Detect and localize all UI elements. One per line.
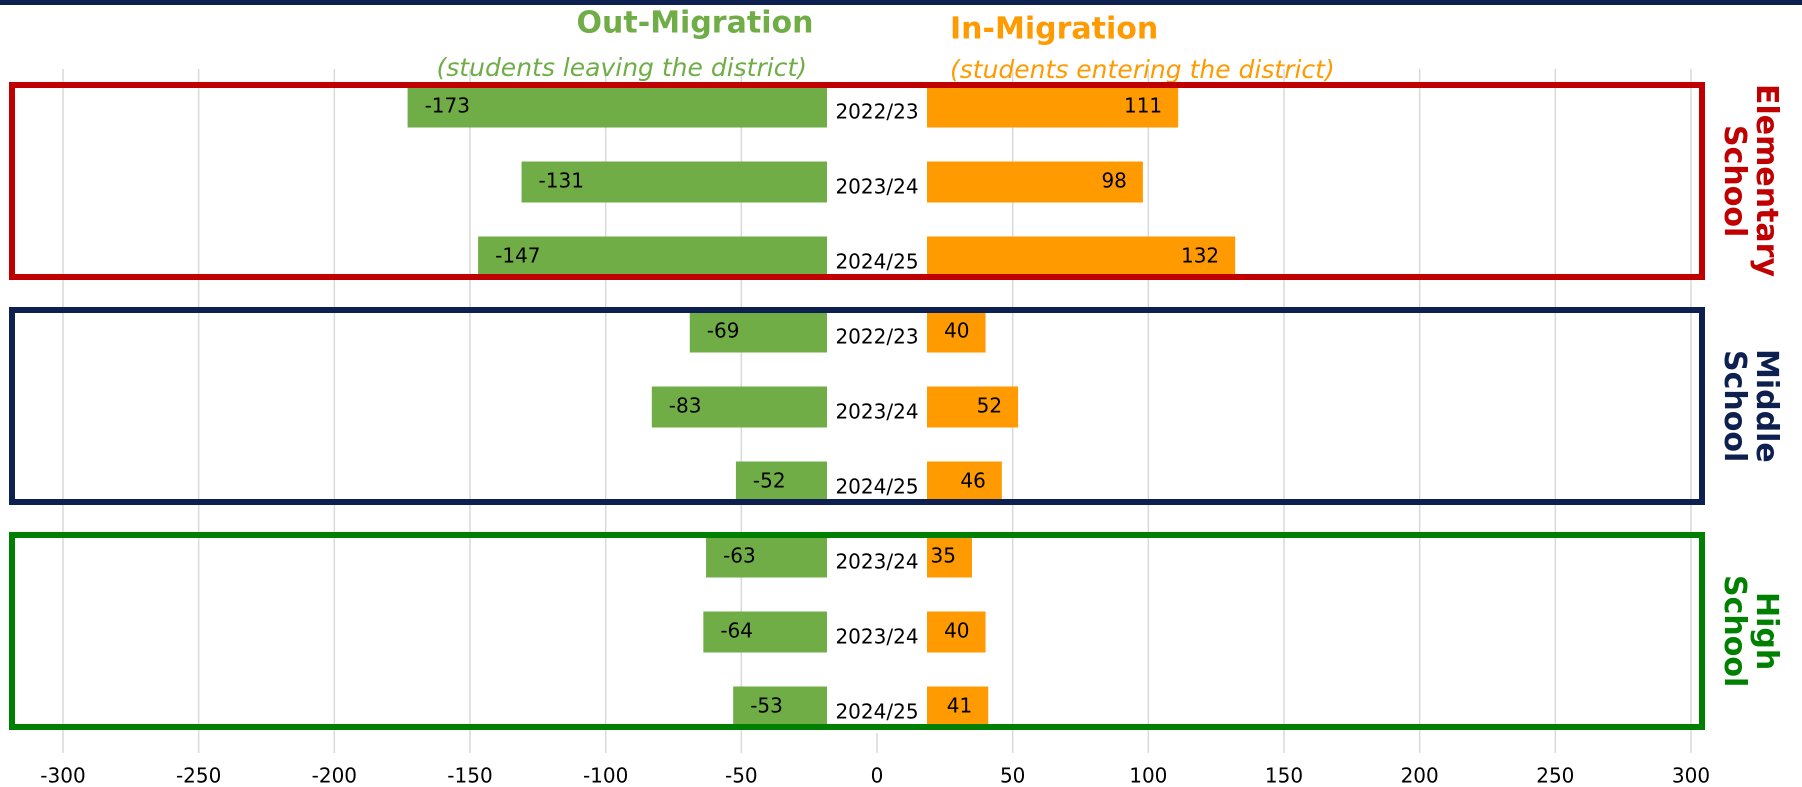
x-tick-label: -100 xyxy=(583,764,628,787)
value-label: 40 xyxy=(944,619,969,643)
value-label: -173 xyxy=(425,94,470,118)
bar xyxy=(877,236,1236,278)
category-label: 2022/23 xyxy=(835,100,918,124)
bar xyxy=(521,161,877,203)
value-label: -131 xyxy=(539,169,584,193)
bar xyxy=(478,236,877,278)
value-label: 111 xyxy=(1124,94,1162,118)
value-label: -64 xyxy=(720,619,753,643)
category-label: 2023/24 xyxy=(835,550,918,574)
x-tick-label: 150 xyxy=(1265,764,1303,787)
x-tick-label: -50 xyxy=(725,764,758,787)
x-tick-label: -200 xyxy=(312,764,357,787)
category-label: 2023/24 xyxy=(835,400,918,424)
bar xyxy=(407,86,877,128)
value-label: 41 xyxy=(947,694,972,718)
value-label: 132 xyxy=(1181,244,1219,268)
group-box xyxy=(9,82,1705,280)
value-label: -52 xyxy=(753,469,786,493)
category-label: 2023/24 xyxy=(835,175,918,199)
group-label: High School xyxy=(1717,574,1784,688)
category-label: 2024/25 xyxy=(835,700,918,724)
category-label: 2024/25 xyxy=(835,475,918,499)
x-tick-label: 100 xyxy=(1129,764,1167,787)
x-tick-label: 300 xyxy=(1672,764,1710,787)
series-title: Out-Migration xyxy=(577,6,814,41)
x-tick-label: -150 xyxy=(447,764,492,787)
x-tick-label: -300 xyxy=(40,764,85,787)
value-label: 52 xyxy=(977,394,1002,418)
x-tick-label: 0 xyxy=(871,764,884,787)
value-label: -83 xyxy=(669,394,702,418)
group-label: Middle School xyxy=(1717,349,1784,463)
series-subtitle: (students entering the district) xyxy=(950,55,1335,84)
value-label: -63 xyxy=(723,544,756,568)
bar xyxy=(877,86,1179,128)
x-tick-label: 250 xyxy=(1536,764,1574,787)
center-band xyxy=(827,69,927,733)
x-tick-label: 50 xyxy=(1000,764,1025,787)
category-label: 2023/24 xyxy=(835,625,918,649)
series-subtitle: (students leaving the district) xyxy=(437,53,807,82)
group-box xyxy=(9,307,1705,505)
x-tick-label: -250 xyxy=(176,764,221,787)
series-title: In-Migration xyxy=(950,12,1158,47)
value-label: -147 xyxy=(495,244,540,268)
value-label: -69 xyxy=(707,319,740,343)
value-label: 46 xyxy=(960,469,985,493)
value-label: -53 xyxy=(750,694,783,718)
category-label: 2024/25 xyxy=(835,250,918,274)
group-label: Elementary School xyxy=(1717,84,1784,278)
top-bar xyxy=(0,0,1802,5)
group-box xyxy=(9,532,1705,730)
value-label: 98 xyxy=(1101,169,1126,193)
category-label: 2022/23 xyxy=(835,325,918,349)
x-tick-label: 200 xyxy=(1401,764,1439,787)
value-label: 35 xyxy=(931,544,956,568)
value-label: 40 xyxy=(944,319,969,343)
